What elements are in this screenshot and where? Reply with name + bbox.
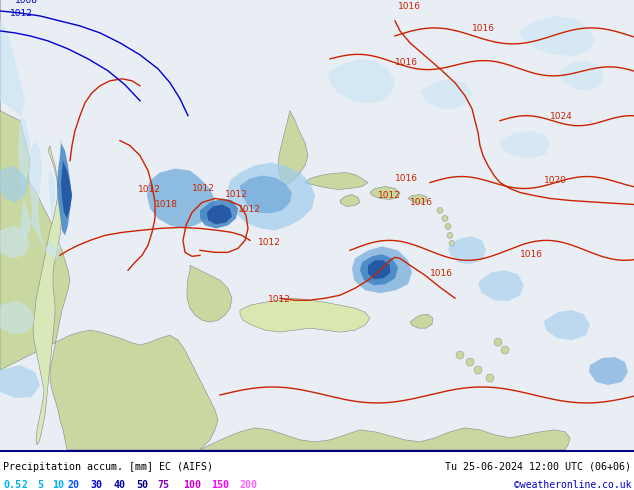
Text: 1012: 1012 xyxy=(225,191,248,199)
Circle shape xyxy=(494,338,502,346)
Polygon shape xyxy=(352,246,412,293)
Text: 10: 10 xyxy=(52,480,64,490)
Polygon shape xyxy=(61,161,72,219)
Text: Tu 25-06-2024 12:00 UTC (06+06): Tu 25-06-2024 12:00 UTC (06+06) xyxy=(445,462,631,472)
Text: 1012: 1012 xyxy=(138,186,161,195)
Text: 30: 30 xyxy=(90,480,102,490)
Circle shape xyxy=(456,351,464,359)
Polygon shape xyxy=(200,428,570,450)
Text: 1012: 1012 xyxy=(258,238,281,247)
Polygon shape xyxy=(328,59,395,104)
Text: 1012: 1012 xyxy=(192,183,215,193)
Text: 1016: 1016 xyxy=(472,24,495,33)
Text: 1016: 1016 xyxy=(430,270,453,278)
Polygon shape xyxy=(410,314,433,328)
Text: 1020: 1020 xyxy=(544,176,567,185)
Polygon shape xyxy=(228,163,315,230)
Circle shape xyxy=(445,223,451,229)
Text: 5: 5 xyxy=(37,480,43,490)
Text: 1016: 1016 xyxy=(395,173,418,183)
Text: 1012: 1012 xyxy=(268,295,291,304)
FancyBboxPatch shape xyxy=(0,0,634,450)
Polygon shape xyxy=(33,146,62,445)
Polygon shape xyxy=(520,16,595,56)
Text: 150: 150 xyxy=(211,480,229,490)
Text: 1016: 1016 xyxy=(395,58,418,67)
Circle shape xyxy=(486,374,494,382)
Circle shape xyxy=(437,207,443,214)
Polygon shape xyxy=(240,298,370,332)
Polygon shape xyxy=(147,169,215,228)
Polygon shape xyxy=(340,195,360,206)
Polygon shape xyxy=(500,131,550,159)
Text: Precipitation accum. [mm] EC (AIFS): Precipitation accum. [mm] EC (AIFS) xyxy=(3,462,213,472)
Polygon shape xyxy=(0,365,40,398)
Polygon shape xyxy=(0,0,218,450)
Polygon shape xyxy=(560,61,604,91)
Polygon shape xyxy=(187,265,232,322)
Polygon shape xyxy=(57,141,72,235)
Text: 0.5: 0.5 xyxy=(3,480,21,490)
Polygon shape xyxy=(0,21,68,260)
Text: 200: 200 xyxy=(240,480,258,490)
Polygon shape xyxy=(360,254,398,285)
Polygon shape xyxy=(544,310,590,340)
Polygon shape xyxy=(200,198,238,228)
Text: 1012: 1012 xyxy=(378,192,401,200)
Text: 40: 40 xyxy=(113,480,125,490)
Text: 1018: 1018 xyxy=(155,200,178,209)
Polygon shape xyxy=(240,175,292,214)
Circle shape xyxy=(447,232,453,238)
Text: 1012: 1012 xyxy=(10,9,33,18)
Polygon shape xyxy=(408,195,427,203)
Text: 100: 100 xyxy=(183,480,201,490)
Polygon shape xyxy=(278,111,308,186)
Text: 50: 50 xyxy=(136,480,148,490)
Circle shape xyxy=(449,241,455,246)
Text: 1016: 1016 xyxy=(410,198,433,207)
Polygon shape xyxy=(370,187,400,199)
Polygon shape xyxy=(207,204,232,224)
Text: 1016: 1016 xyxy=(398,2,421,11)
Text: 2: 2 xyxy=(22,480,28,490)
Text: 75: 75 xyxy=(157,480,169,490)
Text: ©weatheronline.co.uk: ©weatheronline.co.uk xyxy=(514,480,631,490)
Circle shape xyxy=(501,346,509,354)
Polygon shape xyxy=(589,357,628,385)
Polygon shape xyxy=(478,270,524,301)
Polygon shape xyxy=(305,172,368,190)
Text: 20: 20 xyxy=(67,480,79,490)
Text: 1016: 1016 xyxy=(520,250,543,259)
Circle shape xyxy=(442,216,448,221)
Text: 1024: 1024 xyxy=(550,112,573,121)
Text: 1008: 1008 xyxy=(15,0,38,5)
Polygon shape xyxy=(368,260,390,279)
Circle shape xyxy=(466,358,474,366)
Text: 1012: 1012 xyxy=(238,205,261,215)
Polygon shape xyxy=(420,79,472,109)
Polygon shape xyxy=(0,166,28,202)
Circle shape xyxy=(474,366,482,374)
Polygon shape xyxy=(448,236,486,264)
Polygon shape xyxy=(0,225,30,258)
Polygon shape xyxy=(0,300,35,334)
